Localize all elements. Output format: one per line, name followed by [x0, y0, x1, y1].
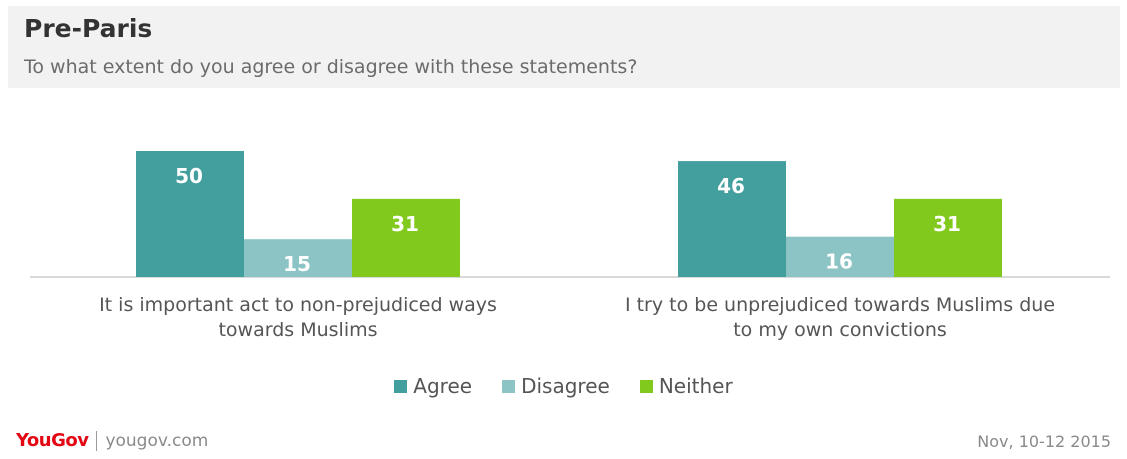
bar-chart: 50 15 31 It is important act to non-prejudi… [30, 151, 1110, 341]
data-label-disagree-1: 15 [283, 252, 311, 276]
data-label-disagree-2: 16 [825, 250, 853, 274]
data-label-neither-2: 31 [933, 212, 961, 236]
category-label-2: I try to be unprejudiced towards Muslims… [625, 294, 1055, 341]
data-label-agree-1: 50 [175, 164, 203, 188]
bar-neither-2 [894, 198, 1002, 277]
legend-swatch [502, 379, 516, 393]
legend-swatch [394, 379, 408, 393]
legend-label: Neither [658, 374, 733, 398]
category-label-line: to my own convictions [733, 319, 947, 341]
survey-date: Nov, 10-12 2015 [977, 432, 1111, 451]
footer-site-link[interactable]: yougov.com [105, 430, 209, 451]
legend-label: Disagree [521, 374, 610, 398]
brand-mark: YouGov [16, 430, 89, 451]
yougov-logo: YouGov yougov.com [16, 430, 208, 451]
legend-item-disagree: Disagree [502, 374, 610, 398]
chart-legend: Agree Disagree Neither [0, 374, 1127, 398]
data-label-neither-1: 31 [391, 212, 419, 236]
category-label-line: I try to be unprejudiced towards Muslims… [625, 294, 1055, 316]
chart-header: Pre-Paris To what extent do you agree or… [8, 6, 1120, 88]
bar-agree-1 [136, 151, 244, 277]
legend-item-neither: Neither [639, 374, 733, 398]
bar-neither-1 [352, 198, 460, 277]
chart-title: Pre-Paris [24, 14, 153, 43]
bar-disagree-2 [786, 236, 894, 277]
legend-swatch [639, 379, 653, 393]
bar-disagree-1 [244, 239, 352, 277]
category-label-line: It is important act to non-prejudiced wa… [99, 294, 497, 316]
footer-divider [96, 430, 98, 451]
legend-label: Agree [413, 374, 473, 398]
category-label-line: towards Muslims [218, 319, 377, 341]
legend-item-agree: Agree [394, 374, 472, 398]
data-label-agree-2: 46 [717, 174, 745, 198]
bar-agree-2 [678, 161, 786, 277]
chart-subtitle: To what extent do you agree or disagree … [24, 56, 638, 78]
category-label-1: It is important act to non-prejudiced wa… [99, 294, 497, 341]
